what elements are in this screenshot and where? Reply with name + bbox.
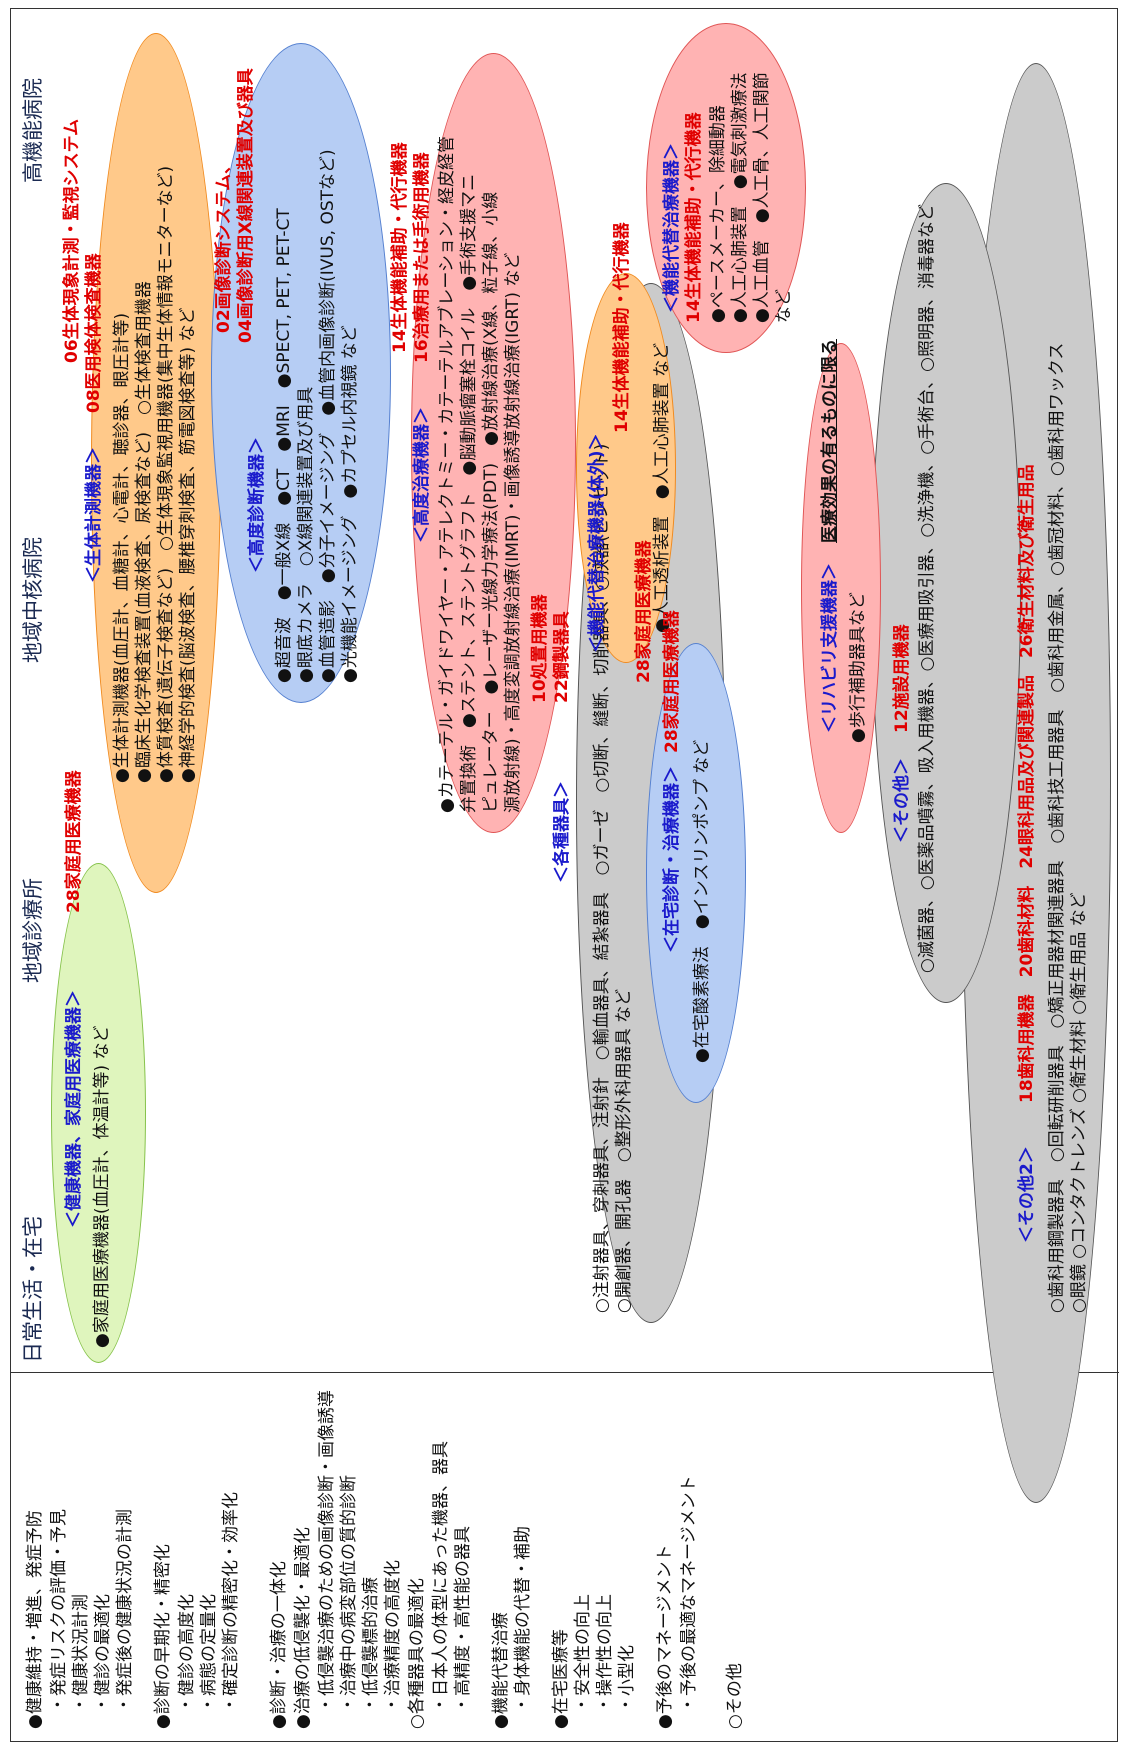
axis-core-hospital: 地域中核病院	[21, 537, 45, 663]
health-category: 28家庭用医療機器	[64, 770, 84, 913]
left-list-item: ・低侵襲標的治療	[361, 1577, 381, 1713]
other2-line-2: ○眼鏡 ○コンタクトレンズ ○衛生材料 ○衛生用品 など	[1069, 892, 1089, 1313]
rehab-note: 医療効果の有るものに限る	[820, 339, 840, 543]
left-list-item: ●機能代替治療	[491, 1612, 511, 1729]
other2-line-1: ○歯科用鋼製器具 ○回転研削器具 ○矯正用器材関連器具 ○歯科技工用器具 ○歯科…	[1047, 342, 1067, 1313]
tools-category-1: 10処置用機器	[530, 594, 550, 703]
left-list-item: ・治療中の病変部位の質的診断	[339, 1475, 359, 1713]
external-header: ＜機能代替治療機器(体外)＞	[587, 433, 607, 653]
imaging-header: ＜高度診断機器＞	[247, 437, 267, 573]
left-list-item: ・発症後の健康状況の計測	[115, 1509, 135, 1713]
left-list-item: ●診断の早期化・精密化	[153, 1544, 173, 1729]
other-header: ＜その他＞	[892, 758, 912, 843]
left-list-item: ・予後の最適なマネージメント	[679, 1475, 699, 1713]
therapy-category-2: 16治療用または手術用機器	[412, 152, 432, 363]
other2-header: ＜その他2＞	[1017, 1146, 1037, 1243]
other2-categories: 18歯科用機器 20歯科材料 24眼科用品及び関連製品 26衛生材料及び衛生用品	[1017, 464, 1037, 1103]
tools-line-2: ○開創器、開孔器 ○整形外科用器具 など	[614, 988, 634, 1313]
therapy-line-4: 源放射線)・高度変調放射線治療(IMRT)・画像誘導放射線治療(IGRT) など	[503, 252, 523, 813]
imaging-line-2: ●眼底カメラ ○X線関連装置及び用具	[296, 386, 316, 683]
left-list-item: ・小型化	[617, 1645, 637, 1713]
left-list-item: ・健康状況計測	[71, 1594, 91, 1713]
axis-advanced-hospital: 高機能病院	[21, 78, 45, 183]
left-list-item: ●健康維持・増進、発症予防	[25, 1510, 45, 1729]
measure-header: ＜生体計測機器＞	[84, 447, 104, 583]
therapy-line-2: 弁置換術 ●ステント、ステントグラフト ●脳動脈瘤塞栓コイル ●手術支援マニ	[459, 173, 479, 813]
implant-header: ＜機能代替治療機器＞	[662, 143, 682, 313]
therapy-category-1: 14生体機能補助・代行機器	[390, 142, 410, 353]
left-list-item: ●治療の低侵襲化・最適化	[293, 1527, 313, 1729]
left-list-item: ・病態の定量化	[199, 1594, 219, 1713]
left-list-item: ・健診の最適化	[93, 1594, 113, 1713]
homecare-category: 28家庭用医療機器	[662, 610, 682, 753]
implant-line-2: ●人工心肺装置 ●電気刺激療法	[730, 72, 750, 323]
left-list-item: ・高精度・高性能の器具	[453, 1526, 473, 1713]
homecare-line-1: ●在宅酸素療法 ●インスリンポンプ など	[692, 739, 712, 1063]
left-list-item: ●診断・治療の一体化	[269, 1561, 289, 1729]
left-list-item: ・発症リスクの評価・予見	[49, 1509, 69, 1713]
external-category-1: 14生体機能補助・代行機器	[612, 222, 632, 433]
imaging-category-2: 04画像診断用X線関連装置及び器具	[236, 68, 256, 343]
left-list-item: ・操作性の向上	[595, 1594, 615, 1713]
left-list-item: ●予後のマネージメント	[655, 1544, 675, 1730]
measure-line-3: ●体質検査(遺伝子検査など) ○生体現象監視用機器(集中生体情報モニターなど)	[156, 165, 176, 783]
tools-category-2: 22鋼製器具	[552, 611, 572, 703]
homecare-header: ＜在宅診断・治療機器＞	[662, 766, 682, 953]
tools-header: ＜各種器具＞	[552, 781, 572, 883]
other-category: 12施設用機器	[892, 624, 912, 733]
imaging-line-1: ●超音波 ●一般X線 ●CT ●MRI ●SPECT, PET, PET-CT	[274, 208, 294, 683]
implant-line-4: など	[774, 289, 794, 323]
imaging-line-4: ●光機能イメージング ●カプセル内視鏡 など	[340, 325, 360, 683]
rotated-canvas: 日常生活・在宅 地域診療所 地域中核病院 高機能病院 ●健康維持・増進、発症予防…	[11, 9, 1119, 1743]
group-rehab-ellipse	[801, 343, 881, 833]
left-list-item: ・身体機能の代替・補助	[513, 1526, 533, 1713]
left-list-item: ・確定診断の精密化・効率化	[221, 1492, 241, 1713]
measure-line-2: ●臨床生化学検査装置(血液検査、尿検査など) ○生体検査用機器	[134, 281, 154, 783]
therapy-line-1: ●カテーテル・ガイドワイヤー・アテレクトミー・カテーテルアブレーション・経皮経管	[437, 136, 457, 813]
measure-line-1: ●生体計測機器(血圧計、血糖計、心電計、聴診器、眼圧計等)	[112, 312, 132, 783]
therapy-header: ＜高度治療機器＞	[412, 407, 432, 543]
implant-category: 14生体機能補助・代行機器	[684, 112, 704, 323]
left-list-item: ・治療精度の高度化	[383, 1560, 403, 1713]
imaging-line-3: ●血管造影 ●分子イメージング ●血管内画像診断(IVUS, OSTなど)	[318, 149, 338, 683]
measure-category-1: 06生体現象計測・監視システム	[62, 118, 82, 363]
axis-clinic: 地域診療所	[21, 878, 45, 983]
health-header: ＜健康機器、家庭用医療機器＞	[64, 990, 84, 1228]
left-list-item: ・安全性の向上	[573, 1594, 593, 1713]
left-list-item: ○その他	[725, 1663, 745, 1729]
left-list-item: ●在宅医療等	[551, 1629, 571, 1729]
measure-line-4: ●神経学的検査(脳波検査、腰椎穿刺検査、筋電図検査等) など	[178, 307, 198, 783]
implant-line-1: ●ペースメーカー、除細動器	[708, 105, 728, 323]
imaging-category-1: 02画像診断システム、	[214, 156, 234, 333]
implant-line-3: ●人工血管 ●人工骨、人工関節	[752, 72, 772, 323]
left-list-item: ・日本人の体型にあった機器、器具	[431, 1441, 451, 1713]
measure-category-2: 08医用検体検査機器	[84, 253, 104, 413]
left-list-item: ・健診の高度化	[177, 1594, 197, 1713]
left-list: ●健康維持・増進、発症予防 ・発症リスクの評価・予見 ・健康状況計測 ・健診の最適化・…	[11, 1373, 1119, 1743]
diagram-frame: 日常生活・在宅 地域診療所 地域中核病院 高機能病院 ●健康維持・増進、発症予防…	[10, 8, 1119, 1743]
left-list-item: ・低侵襲治療のための画像診断・画像誘導	[317, 1390, 337, 1713]
left-list-item: ○各種器具の最適化	[407, 1578, 427, 1729]
other-line-1: ○滅菌器、○医薬品噴霧、吸入用機器、○医療用吸引器、○洗浄機、○手術台、○照明器…	[917, 204, 937, 973]
axis-home: 日常生活・在宅	[21, 1216, 45, 1363]
therapy-line-3: ピュレーター ●レーザー光線力学療法(PDT) ●放射線治療(X線、粒子線、小線	[481, 191, 501, 813]
rehab-header: ＜リハビリ支援機器＞	[820, 563, 840, 733]
health-line-1: ●家庭用医療機器(血圧計、体温計等) など	[92, 1025, 112, 1348]
group-other-ellipse	[871, 183, 1021, 1003]
rehab-line-1: ●歩行補助器具など	[848, 592, 868, 743]
external-line-1: ●人工透析装置 ●人工心肺装置 など	[652, 342, 672, 633]
